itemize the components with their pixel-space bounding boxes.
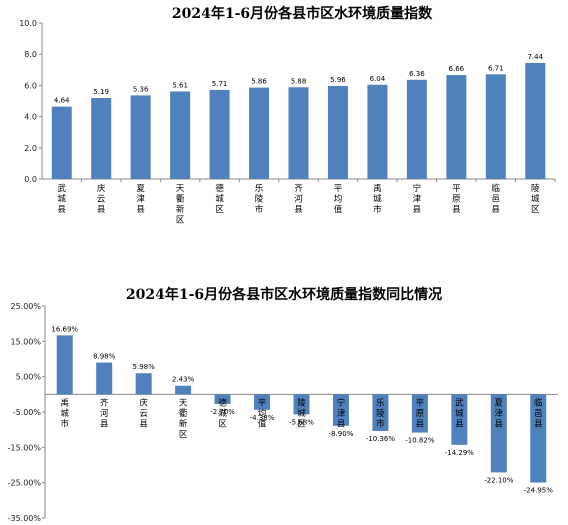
data-label: 8.98% (93, 353, 116, 361)
y-tick-label: 0.0 (24, 175, 37, 184)
data-label: 7.44 (527, 53, 543, 61)
data-label: 5.98% (133, 363, 156, 371)
y-tick-label: 8.0 (24, 50, 37, 59)
x-tick-label: 宁津县 (337, 397, 346, 429)
data-label: 5.86 (251, 78, 267, 86)
x-tick-label: 庆云县 (97, 183, 106, 215)
x-tick-label: 天衢新区 (176, 184, 185, 226)
data-label: -10.82% (405, 437, 435, 445)
x-tick-label: 乐陵市 (376, 397, 385, 429)
data-label: 4.64 (54, 97, 70, 105)
x-tick-label: 夏津县 (495, 398, 504, 429)
x-tick-label: 德城区 (218, 397, 227, 429)
y-tick-label: -35.00% (8, 514, 42, 523)
data-label: -10.36% (366, 435, 396, 443)
y-tick-label: -5.00% (13, 408, 42, 417)
bar (372, 394, 389, 431)
bar (406, 79, 427, 179)
bar (96, 362, 113, 395)
x-tick-label: 陵城区 (531, 184, 540, 215)
bar (91, 98, 112, 179)
data-label: -22.10% (484, 476, 514, 484)
bar (214, 394, 231, 404)
data-label: 6.36 (409, 70, 425, 78)
x-tick-label: 乐陵市 (255, 183, 264, 215)
data-label: 5.71 (212, 80, 228, 88)
x-tick-label: 庆云县 (139, 397, 148, 429)
bar (254, 394, 271, 410)
bar (332, 394, 349, 426)
x-tick-label: 陵城区 (297, 398, 306, 429)
x-tick-label: 平原县 (452, 184, 461, 215)
y-tick-label: 5.00% (16, 373, 42, 382)
y-tick-label: 4.0 (24, 113, 37, 122)
bar (293, 394, 310, 415)
bar (130, 95, 151, 179)
chart-2-title: 2024年1-6月份各县市区水环境质量指数同比情况 (125, 287, 443, 303)
bar (485, 74, 506, 179)
bar (451, 394, 468, 445)
bar (367, 84, 388, 179)
bar (249, 87, 270, 179)
data-label: -8.90% (329, 430, 354, 438)
data-label: -2.70% (210, 408, 235, 416)
data-label: 5.61 (172, 81, 188, 89)
x-tick-label: 武城县 (57, 183, 66, 215)
bar (170, 91, 191, 179)
bar (446, 75, 467, 179)
y-tick-label: -25.00% (8, 479, 42, 488)
y-tick-label: 2.0 (24, 144, 37, 153)
bar (327, 86, 348, 179)
x-tick-label: 临邑县 (534, 397, 543, 429)
data-label: 2.43% (172, 376, 195, 384)
bar (411, 394, 428, 433)
data-label: 5.36 (133, 85, 149, 93)
x-tick-label: 平均值 (334, 184, 343, 215)
bar (135, 373, 152, 395)
x-tick-label: 禹城市 (373, 183, 382, 215)
data-label: -5.68% (289, 418, 314, 426)
x-tick-label: 齐河县 (100, 397, 109, 429)
y-tick-label: 15.00% (10, 337, 41, 346)
bar (525, 62, 546, 179)
data-label: 6.66 (449, 65, 465, 73)
y-tick-label: 6.0 (24, 81, 37, 90)
x-tick-label: 平均值 (258, 398, 267, 429)
bar (490, 394, 507, 473)
bar (288, 87, 309, 179)
bar (56, 335, 73, 395)
chart-1-plot: 0.0 2.0 4.0 6.0 8.0 10.0 4.64 武城县 5.19 庆云县 5.36 夏津县… (19, 19, 556, 226)
data-label: 5.88 (291, 77, 307, 85)
x-tick-label: 德城区 (215, 183, 224, 215)
x-tick-label: 平原县 (416, 398, 425, 429)
x-tick-label: 夏津县 (136, 184, 145, 215)
bar (51, 106, 72, 179)
bar (209, 89, 230, 179)
x-tick-label: 临邑县 (492, 183, 501, 215)
chart-1-title: 2024年1-6月份各县市区水环境质量指数 (171, 6, 433, 22)
x-tick-label: 宁津县 (413, 183, 422, 215)
data-label: 6.04 (370, 75, 386, 83)
bar (530, 394, 547, 483)
y-tick-label: 25.00% (10, 302, 41, 311)
x-tick-label: 武城县 (455, 397, 464, 429)
x-tick-label: 齐河县 (294, 183, 303, 215)
bar (175, 385, 192, 395)
y-tick-label: 10.0 (19, 19, 37, 28)
y-tick-label: -15.00% (8, 443, 42, 452)
data-label: 5.19 (93, 88, 109, 96)
data-label: -4.38% (250, 414, 275, 422)
data-label: 6.71 (488, 64, 504, 72)
x-tick-label: 禹城市 (60, 397, 69, 429)
data-label: 5.96 (330, 76, 346, 84)
x-tick-label: 天衢新区 (179, 398, 188, 440)
data-label: 16.69% (51, 325, 78, 333)
data-label: -14.29% (445, 449, 475, 457)
data-label: -24.95% (524, 486, 554, 494)
